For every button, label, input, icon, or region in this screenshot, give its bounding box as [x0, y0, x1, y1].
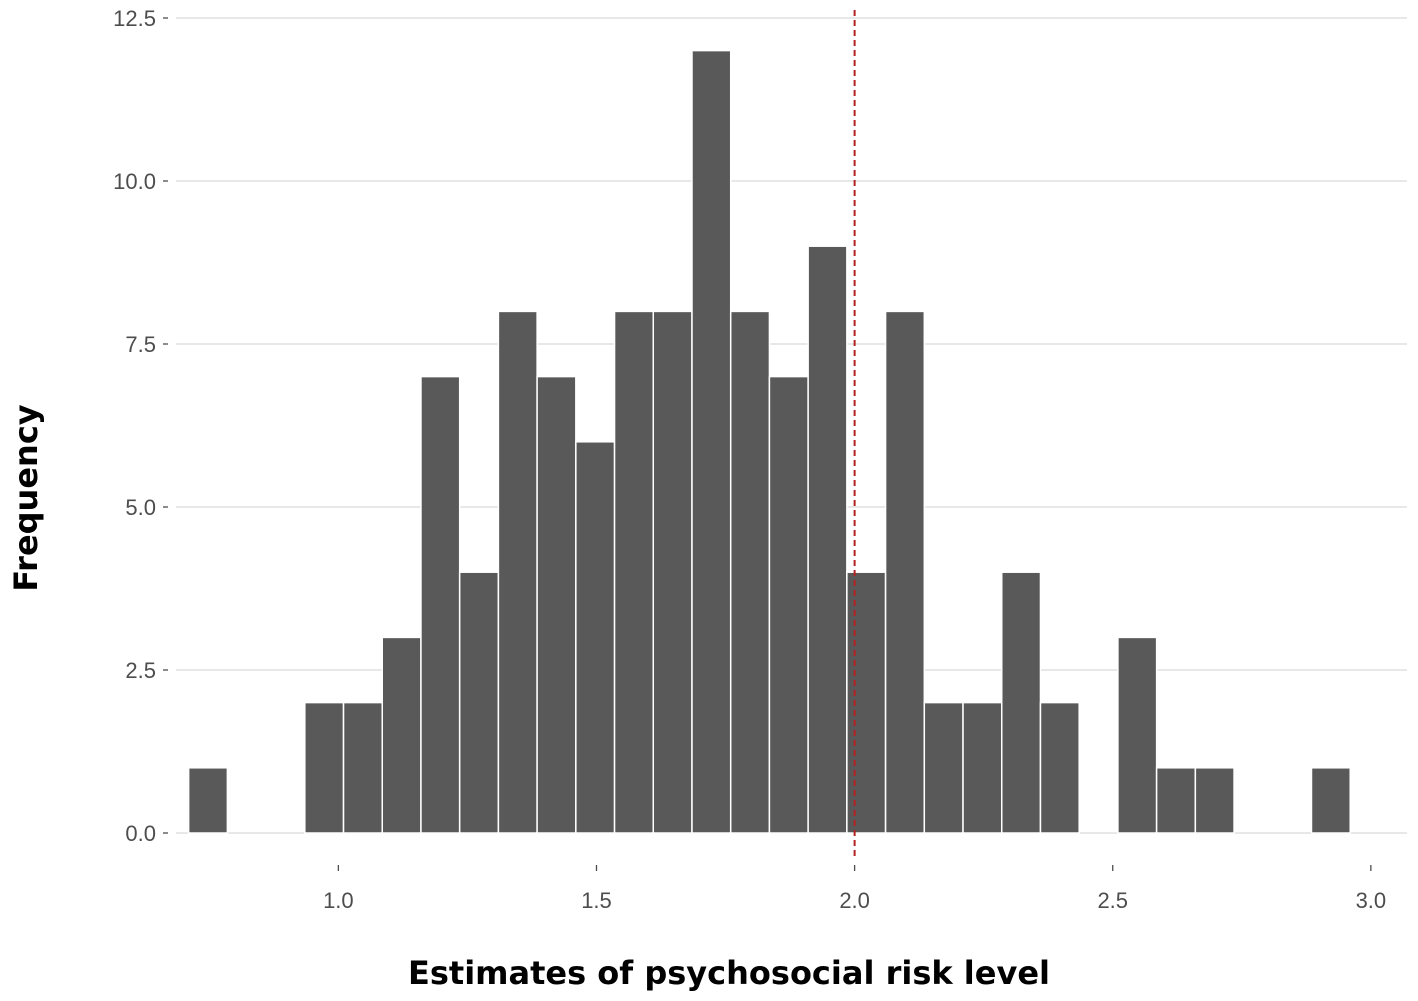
- histogram-bar: [1039, 701, 1080, 834]
- x-axis: 1.0 1.5 2.0 2.5 3.0: [323, 865, 1386, 913]
- histogram-bar: [768, 375, 809, 834]
- x-axis-title: Estimates of psychosocial risk level: [408, 954, 1050, 992]
- histogram-bar: [846, 571, 887, 834]
- histogram-bar: [304, 701, 345, 834]
- histogram-bar: [575, 441, 616, 834]
- histogram-bars: [187, 49, 1351, 834]
- y-tick-label: 12.5: [113, 6, 156, 31]
- histogram-bar: [1000, 571, 1042, 834]
- histogram-bar: [381, 636, 422, 834]
- histogram-bar: [536, 375, 577, 834]
- y-tick-label: 5.0: [125, 495, 156, 520]
- histogram-bar: [1155, 767, 1197, 834]
- x-tick-label: 2.0: [839, 888, 870, 913]
- histogram-bar: [962, 701, 1003, 834]
- histogram-bar: [497, 310, 538, 834]
- histogram-bar: [729, 310, 771, 834]
- y-tick-label: 7.5: [125, 332, 156, 357]
- x-tick-label: 3.0: [1356, 888, 1387, 913]
- histogram-bar: [691, 49, 732, 834]
- y-tick-label: 10.0: [113, 169, 156, 194]
- histogram-bar: [420, 375, 461, 834]
- histogram-bar: [613, 310, 655, 834]
- histogram-bar: [1194, 767, 1235, 834]
- x-tick-label: 1.5: [581, 888, 612, 913]
- x-tick-label: 2.5: [1097, 888, 1128, 913]
- y-axis: 0.0 2.5 5.0 7.5 10.0 12.5: [113, 6, 168, 846]
- x-tick-label: 1.0: [323, 888, 354, 913]
- y-axis-title: Frequency: [7, 404, 45, 591]
- histogram-bar: [187, 767, 229, 834]
- histogram-bar: [807, 245, 848, 834]
- histogram-bar: [458, 571, 500, 834]
- histogram-bar: [1117, 636, 1158, 834]
- histogram-bar: [342, 701, 383, 834]
- histogram-bar: [923, 701, 964, 834]
- histogram-bar: [652, 310, 693, 834]
- y-tick-label: 0.0: [125, 821, 156, 846]
- histogram-bar: [1310, 767, 1351, 834]
- histogram-bar: [884, 310, 926, 834]
- y-tick-label: 2.5: [125, 658, 156, 683]
